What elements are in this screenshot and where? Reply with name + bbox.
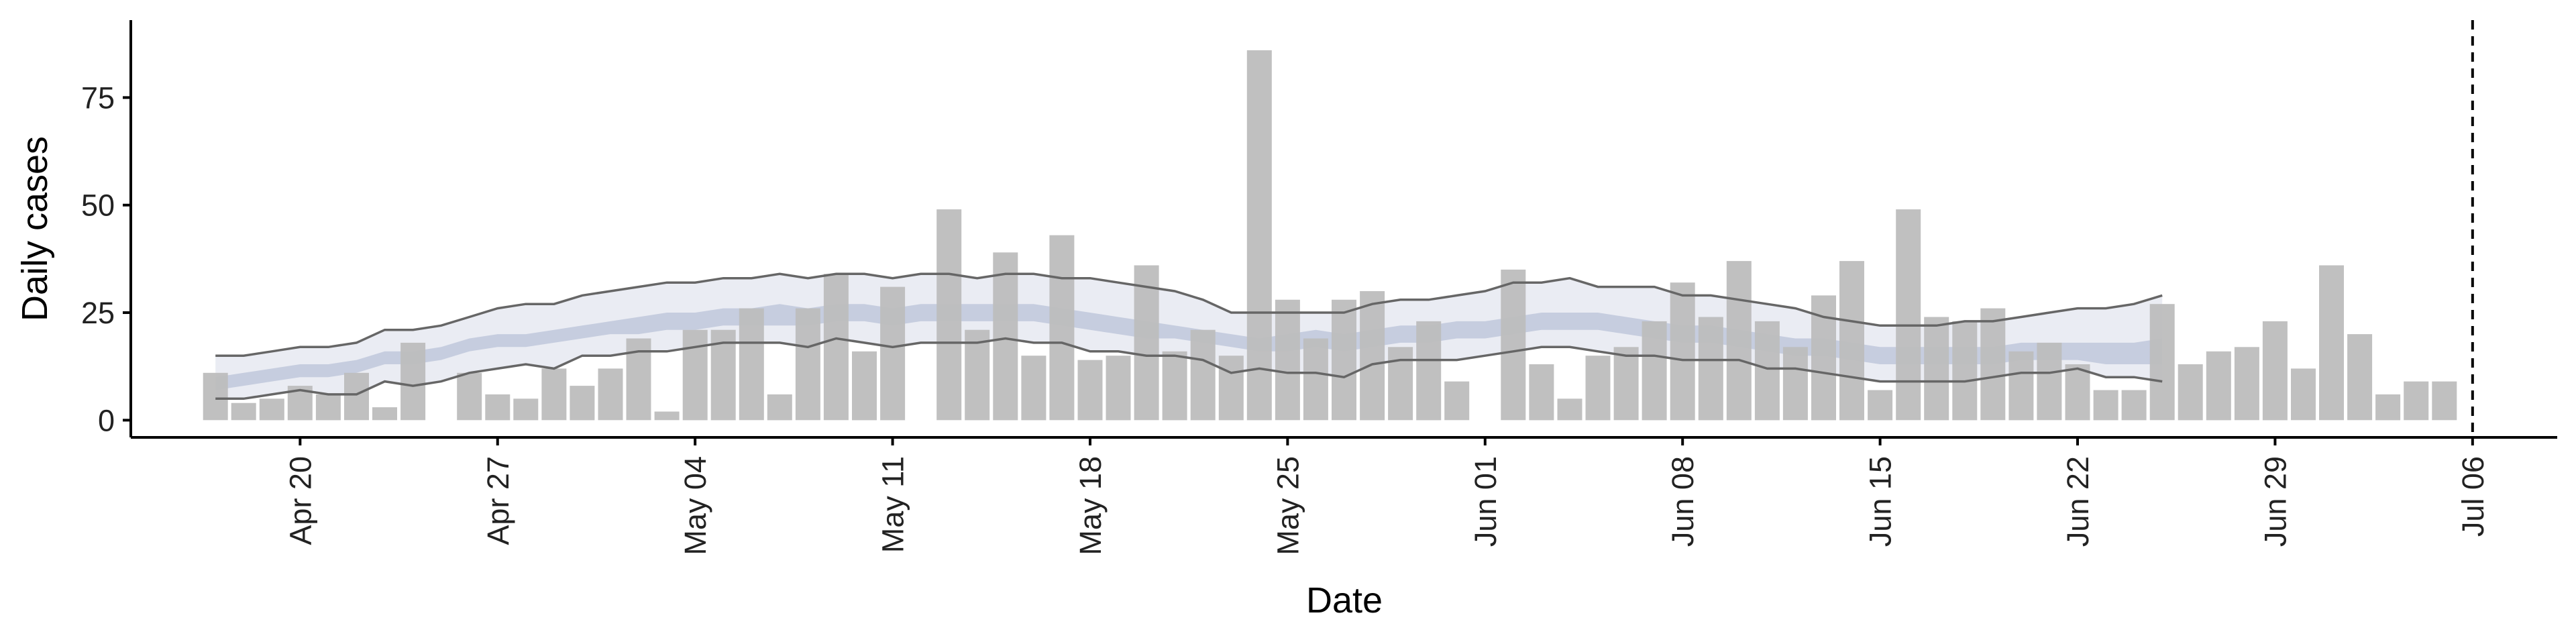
case-bar (1670, 282, 1695, 421)
case-bar (2432, 381, 2457, 421)
case-bar (1303, 338, 1328, 421)
case-bar (880, 286, 906, 421)
case-bar (1077, 360, 1103, 421)
case-bar (2319, 265, 2344, 421)
case-bar (2121, 390, 2147, 421)
upper-bound-line (215, 272, 2163, 357)
case-bar (2206, 351, 2231, 421)
x-tick-label: Jun 22 (2061, 456, 2095, 547)
x-tick-label: May 25 (1271, 456, 1305, 555)
case-bar (315, 394, 341, 421)
case-bar (598, 368, 623, 421)
case-bar (2404, 381, 2429, 421)
case-bar (1444, 381, 1470, 421)
case-bar (2347, 334, 2373, 421)
case-bar (1246, 50, 1272, 421)
case-bar (1388, 347, 1413, 421)
case-bar (1896, 209, 1921, 421)
x-tick-label: Apr 20 (283, 456, 317, 545)
case-bar (1275, 299, 1300, 421)
case-bar (344, 372, 369, 421)
case-bar (1726, 261, 1752, 421)
case-bar (259, 398, 284, 421)
x-tick-label: Jun 15 (1864, 456, 1898, 547)
x-tick-label: May 18 (1073, 456, 1108, 555)
case-bar (2037, 342, 2062, 421)
case-bar (2262, 321, 2288, 421)
case-bar (2093, 390, 2118, 421)
case-bar (231, 402, 256, 421)
case-bar (739, 308, 764, 421)
case-bar (1134, 265, 1159, 421)
case-bar (1839, 261, 1864, 421)
case-bar (1501, 269, 1526, 421)
case-bar (1416, 321, 1442, 421)
case-bar (1642, 321, 1667, 421)
case-bar (852, 351, 877, 421)
case-bar (2008, 351, 2034, 421)
case-bar (1218, 356, 1244, 421)
x-tick-label: Jun 01 (1468, 456, 1503, 547)
case-bar (1585, 356, 1611, 421)
case-bar (1190, 329, 1216, 421)
case-bar (1106, 356, 1131, 421)
case-bar (1162, 351, 1187, 421)
case-bar (654, 411, 680, 421)
case-bar (2178, 364, 2203, 421)
case-bar (570, 386, 595, 421)
case-bar (1924, 317, 1949, 421)
case-bar (372, 407, 397, 421)
case-bar (400, 342, 426, 421)
y-tick-label: 25 (81, 296, 115, 330)
case-bar (823, 274, 849, 421)
y-axis-title: Daily cases (15, 136, 55, 321)
x-tick-label: Jun 08 (1666, 456, 1700, 547)
x-tick-label: Jun 29 (2258, 456, 2292, 547)
case-bar (1332, 299, 1356, 421)
case-bar (2065, 364, 2090, 421)
case-bar (457, 372, 482, 421)
lower-bound-line (215, 337, 2163, 400)
case-bar (1754, 321, 1780, 421)
y-tick-label: 0 (98, 403, 115, 437)
case-bar (541, 368, 567, 421)
x-tick-label: May 04 (678, 456, 712, 555)
x-axis-title: Date (1306, 580, 1383, 621)
case-bar (1529, 364, 1554, 421)
x-axis-ticks: Apr 20 Apr 27 May 04 May 11 May 18 May 25 Jun … (283, 437, 2490, 555)
case-bar (682, 329, 708, 421)
case-bar (2375, 394, 2401, 421)
case-bar (1049, 235, 1075, 421)
x-tick-label: Apr 27 (481, 456, 515, 545)
case-bar (2234, 347, 2259, 421)
case-bar (965, 329, 990, 421)
y-tick-label: 75 (81, 80, 115, 115)
case-bar (1557, 398, 1582, 421)
case-bar (485, 394, 511, 421)
interval-lines (215, 272, 2163, 400)
case-bar (1698, 317, 1723, 421)
case-bar (1021, 356, 1046, 421)
y-tick-label: 50 (81, 189, 115, 223)
case-bar (2149, 304, 2175, 421)
case-bar (1868, 390, 1893, 421)
case-bar (1360, 291, 1385, 421)
case-bar (767, 394, 792, 421)
case-bar (513, 398, 539, 421)
case-bar (2291, 368, 2316, 421)
axes (129, 20, 2557, 439)
case-bar (993, 252, 1018, 421)
y-axis-ticks: 0 25 50 75 (81, 80, 131, 437)
case-bar (203, 372, 228, 421)
x-tick-label: Jul 06 (2456, 456, 2490, 537)
case-bar (795, 308, 820, 421)
daily-case-bars (203, 50, 2457, 421)
case-bar (936, 209, 962, 421)
case-bar (1952, 321, 1978, 421)
case-bar (1782, 347, 1808, 421)
x-tick-label: May 11 (876, 456, 910, 553)
case-bar (1613, 347, 1639, 421)
case-bar (1980, 308, 2006, 421)
